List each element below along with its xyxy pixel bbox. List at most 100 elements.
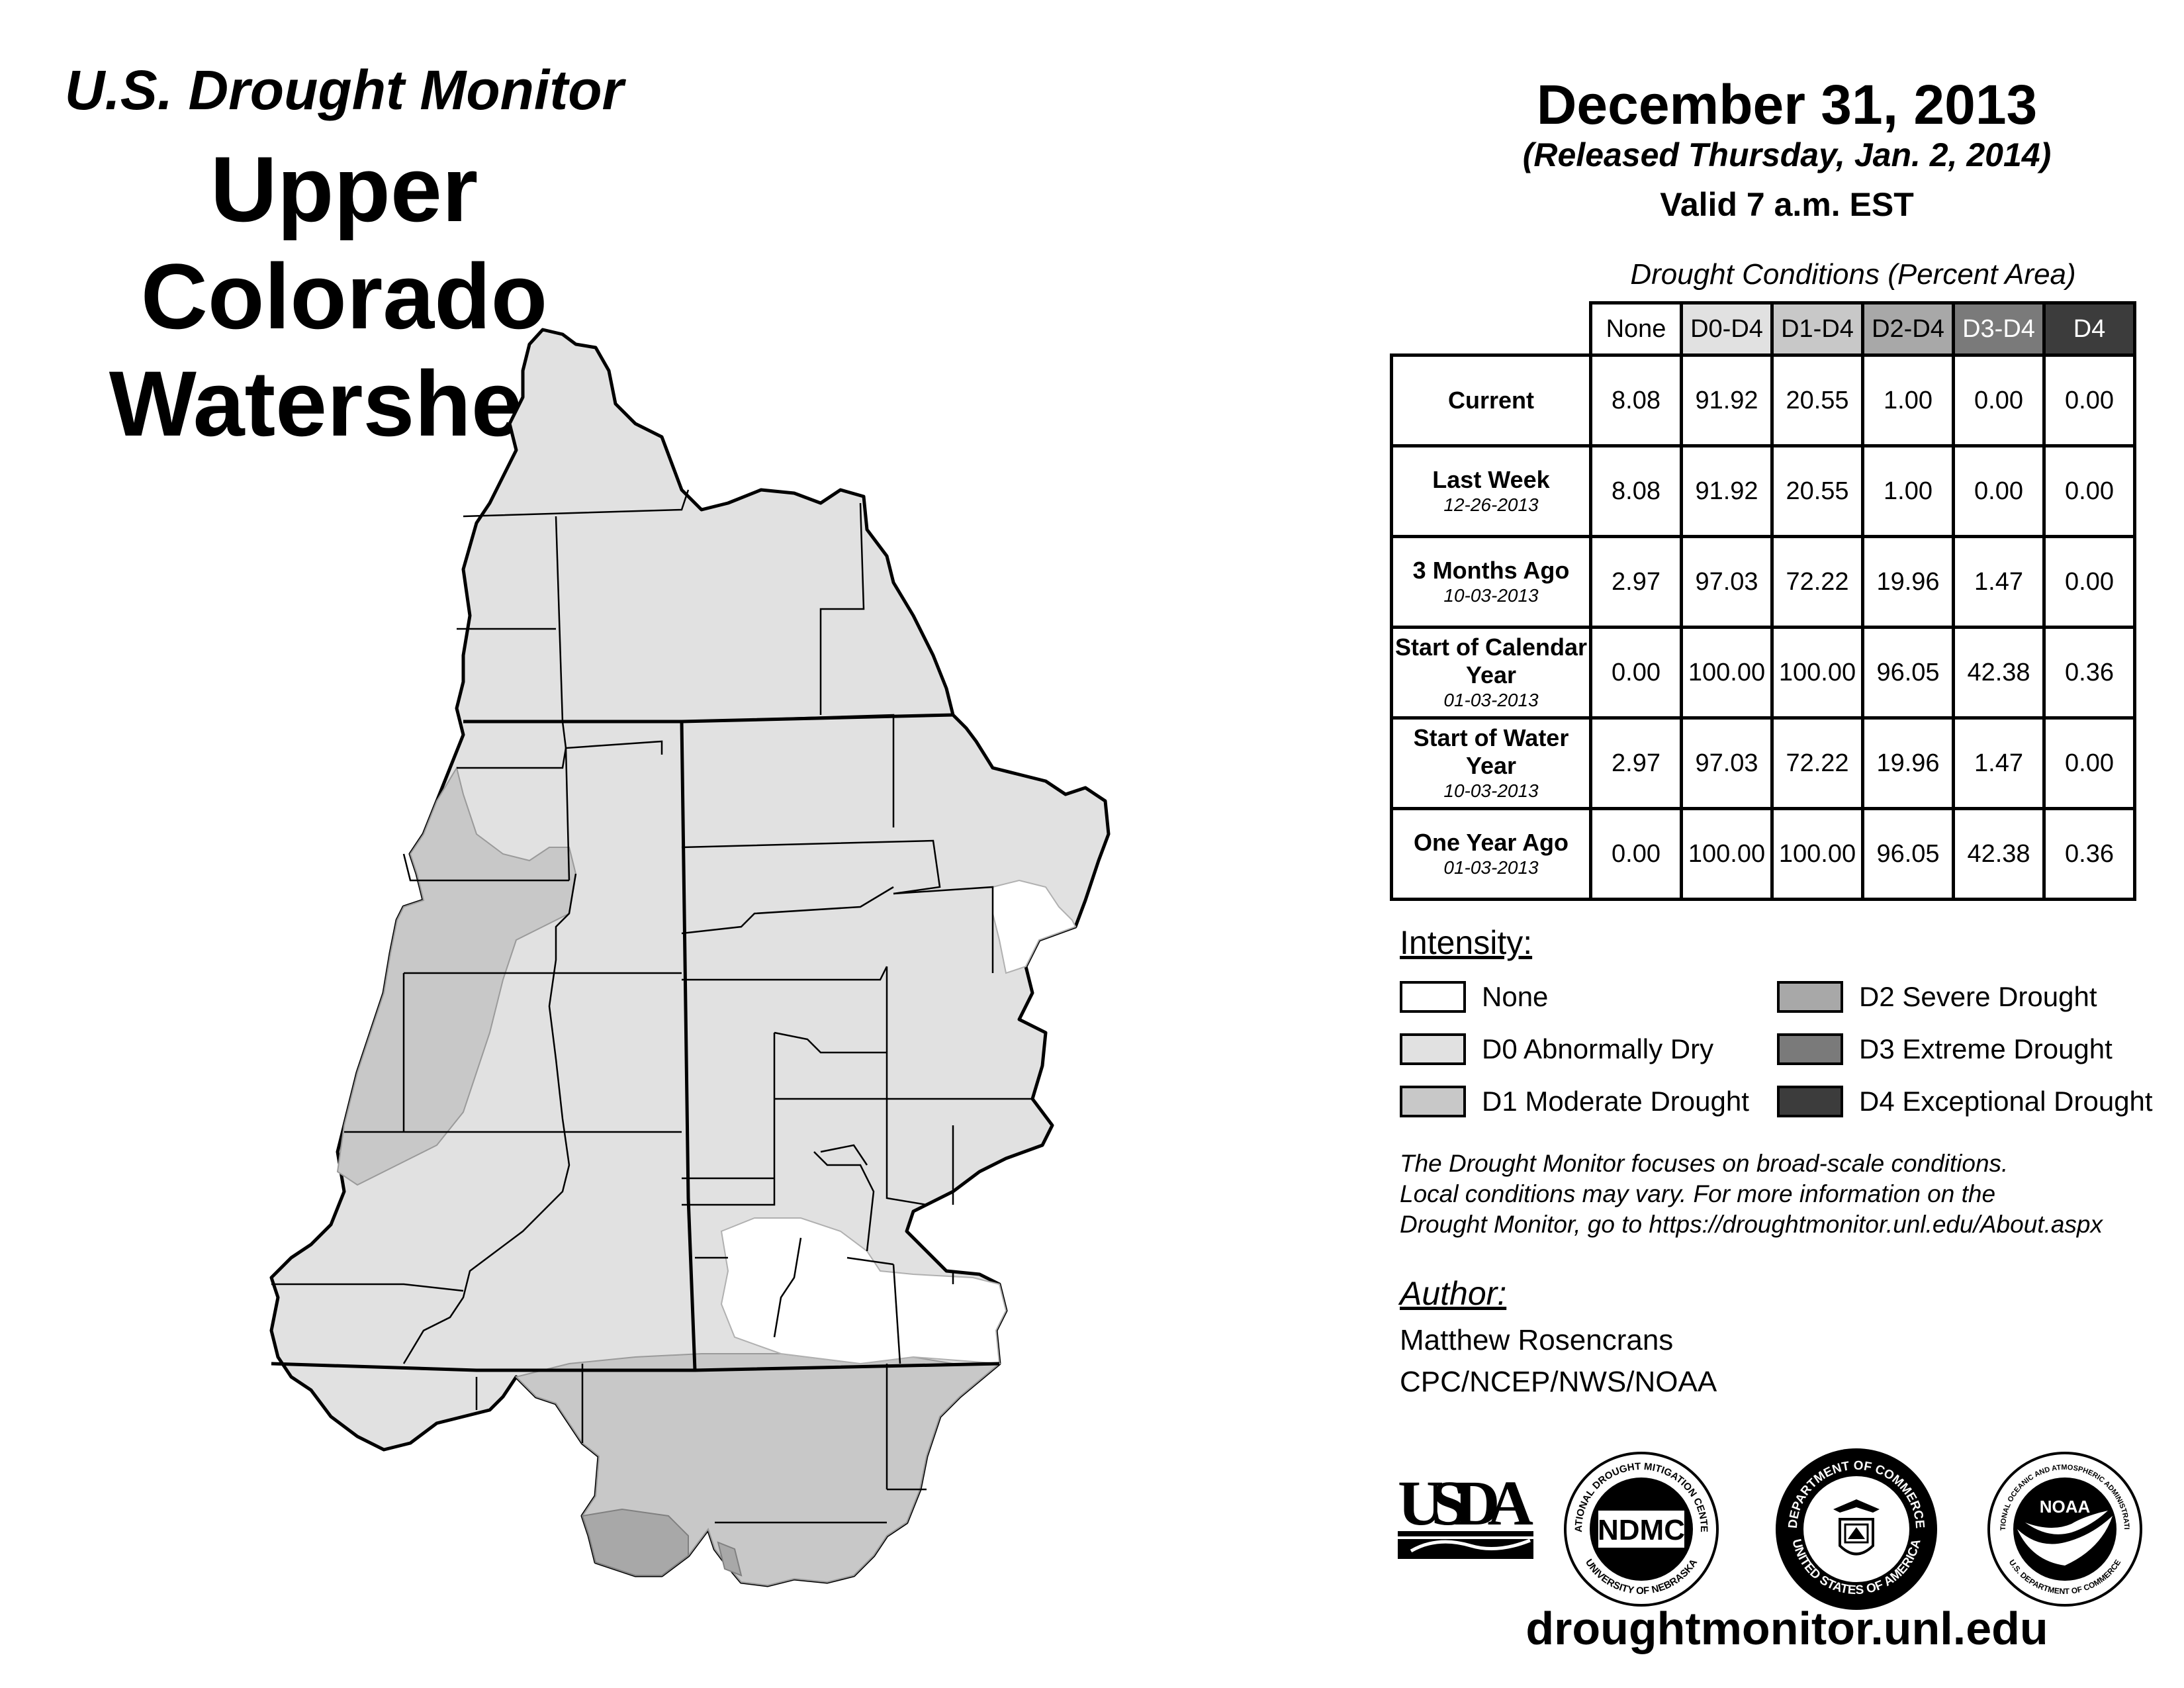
row-label: Current [1390,353,1592,447]
table-header-row: None D0-D4 D1-D4 D2-D4 D3-D4 D4 [1391,301,2136,357]
legend-item-d3: D3 Extreme Drought [1777,1029,2113,1069]
legend-swatch [1400,981,1466,1013]
table-cell: 0.36 [2042,807,2136,901]
table-cell: 0.00 [1589,626,1683,720]
table-cell: 100.00 [1680,807,1774,901]
watershed-map [269,328,1111,1587]
table-cell: 91.92 [1680,353,1774,447]
noaa-logo: NATIONAL OCEANIC AND ATMOSPHERIC ADMINIS… [1985,1450,2142,1607]
legend-swatch [1777,981,1843,1013]
table-cell: 8.08 [1589,353,1683,447]
legend-swatch [1777,1033,1843,1065]
table-cell: 100.00 [1680,626,1774,720]
table-cell: 42.38 [1952,626,2046,720]
table-cell: 0.00 [1952,444,2046,538]
col-header-none: None [1589,301,1683,357]
state-boundaries [271,713,1000,1372]
drought-conditions-table: None D0-D4 D1-D4 D2-D4 D3-D4 D4 Current … [1390,301,2136,901]
d2-area-south [717,1541,743,1577]
legend-item-d2: D2 Severe Drought [1777,977,2097,1017]
table-cell: 72.22 [1770,535,1864,629]
legend-label: D1 Moderate Drought [1482,1086,1749,1117]
noaa-logo-text: NOAA [2040,1497,2091,1517]
table-row: Start of Calendar Year 01-03-2013 0.00 10… [1390,626,2136,720]
table-cell: 19.96 [1861,535,1955,629]
valid-time: Valid 7 a.m. EST [1660,186,1914,223]
ndmc-logo: NATIONAL DROUGHT MITIGATION CENTER UNIVE… [1562,1450,1719,1607]
table-cell: 0.00 [2042,716,2136,810]
ndmc-logo-text: NDMC [1598,1514,1685,1546]
website-url: droughtmonitor.unl.edu [1525,1603,2048,1654]
legend-label: D3 Extreme Drought [1859,1033,2113,1064]
disclaimer-note: The Drought Monitor focuses on broad-sca… [1400,1150,2103,1238]
legend-label: None [1482,981,1549,1012]
table-cell: 2.97 [1589,716,1683,810]
table-cell: 1.00 [1861,444,1955,538]
row-date: 12-26-2013 [1443,494,1539,515]
table-cell: 100.00 [1770,807,1864,901]
legend-item-d4: D4 Exceptional Drought [1777,1082,2153,1121]
col-header-d0-d4: D0-D4 [1680,301,1774,357]
table-cell: 91.92 [1680,444,1774,538]
table-cell: 97.03 [1680,535,1774,629]
row-label: Last Week 12-26-2013 [1390,444,1592,538]
row-date: 10-03-2013 [1443,585,1539,606]
table-row: One Year Ago 01-03-2013 0.00 100.00 100.0… [1390,807,2136,901]
table-cell: 8.08 [1589,444,1683,538]
col-header-d2-d4: D2-D4 [1861,301,1955,357]
table-row: 3 Months Ago 10-03-2013 2.97 97.03 72.22 … [1390,535,2136,629]
noaa-bird-icon [2017,1516,2113,1566]
table-cell: 1.00 [1861,353,1955,447]
d1-area-west [336,766,577,1186]
table-cell: 1.47 [1952,535,2046,629]
row-date: 01-03-2013 [1443,857,1539,878]
table-cell: 2.97 [1589,535,1683,629]
map-subtitle: U.S. Drought Monitor [64,59,624,121]
legend-swatch [1777,1086,1843,1117]
table-cell: 0.00 [1952,353,2046,447]
legend-item-d0: D0 Abnormally Dry [1400,1029,1713,1069]
table-cell: 0.00 [2042,444,2136,538]
table-cell: 1.47 [1952,716,2046,810]
legend-label: D0 Abnormally Dry [1482,1033,1714,1064]
legend-item-d1: D1 Moderate Drought [1400,1082,1749,1121]
legend-swatch [1400,1086,1466,1117]
table-cell: 19.96 [1861,716,1955,810]
col-header-d4: D4 [2042,301,2136,357]
table-cell: 0.00 [1589,807,1683,901]
author-heading: Author: [1400,1275,1507,1312]
table-cell: 20.55 [1770,444,1864,538]
legend-item-none: None [1400,977,1548,1017]
table-cell: 20.55 [1770,353,1864,447]
usda-logo: USDA [1398,1468,1533,1559]
col-header-d3-d4: D3-D4 [1952,301,2046,357]
eagle-icon [1833,1499,1880,1513]
none-area-central [720,1217,1007,1365]
table-cell: 0.36 [2042,626,2136,720]
table-row: Last Week 12-26-2013 8.08 91.92 20.55 1.0… [1390,444,2136,538]
row-label: Start of Water Year 10-03-2013 [1390,716,1592,810]
map-title: Upper Colorado Watershed [109,137,580,455]
table-cell: 42.38 [1952,807,2046,901]
legend-label: D2 Severe Drought [1859,981,2097,1012]
table-row: Start of Water Year 10-03-2013 2.97 97.03… [1390,716,2136,810]
table-cell: 97.03 [1680,716,1774,810]
none-area-east [992,879,1077,974]
table-cell: 96.05 [1861,807,1955,901]
col-header-d1-d4: D1-D4 [1770,301,1864,357]
valid-date: December 31, 2013 [1536,73,2038,136]
row-label: One Year Ago 01-03-2013 [1390,807,1592,901]
row-label: 3 Months Ago 10-03-2013 [1390,535,1592,629]
row-label: Start of Calendar Year 01-03-2013 [1390,626,1592,720]
table-cell: 96.05 [1861,626,1955,720]
legend-title: Intensity: [1400,924,1533,961]
d2-area-southwest [581,1508,689,1576]
table-caption: Drought Conditions (Percent Area) [1630,258,2076,291]
author-name: Matthew Rosencrans [1400,1324,1674,1356]
table-cell: 0.00 [2042,535,2136,629]
d1-area-south [515,1353,1001,1587]
legend-swatch [1400,1033,1466,1065]
usda-logo-text: USDA [1398,1468,1533,1538]
table-row: Current 8.08 91.92 20.55 1.00 0.00 0.00 [1390,353,2136,447]
legend-label: D4 Exceptional Drought [1859,1086,2153,1117]
